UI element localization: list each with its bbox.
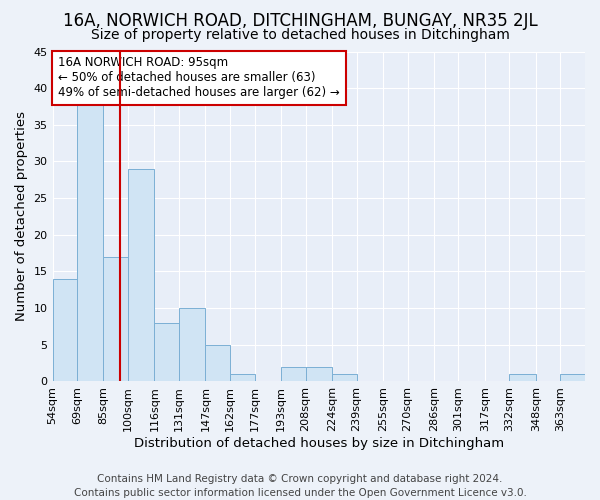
Text: 16A NORWICH ROAD: 95sqm
← 50% of detached houses are smaller (63)
49% of semi-de: 16A NORWICH ROAD: 95sqm ← 50% of detache…	[58, 56, 340, 100]
Bar	[230, 374, 254, 382]
Bar	[560, 374, 585, 382]
Bar	[281, 367, 305, 382]
Bar	[128, 169, 154, 382]
Bar	[77, 103, 103, 382]
Bar	[103, 257, 128, 382]
Bar	[509, 374, 536, 382]
Bar	[154, 323, 179, 382]
Bar	[305, 367, 332, 382]
Bar	[53, 279, 77, 382]
X-axis label: Distribution of detached houses by size in Ditchingham: Distribution of detached houses by size …	[134, 437, 504, 450]
Y-axis label: Number of detached properties: Number of detached properties	[15, 112, 28, 322]
Bar	[332, 374, 356, 382]
Bar	[205, 345, 230, 382]
Text: Size of property relative to detached houses in Ditchingham: Size of property relative to detached ho…	[91, 28, 509, 42]
Bar	[179, 308, 205, 382]
Text: Contains HM Land Registry data © Crown copyright and database right 2024.
Contai: Contains HM Land Registry data © Crown c…	[74, 474, 526, 498]
Text: 16A, NORWICH ROAD, DITCHINGHAM, BUNGAY, NR35 2JL: 16A, NORWICH ROAD, DITCHINGHAM, BUNGAY, …	[62, 12, 538, 30]
